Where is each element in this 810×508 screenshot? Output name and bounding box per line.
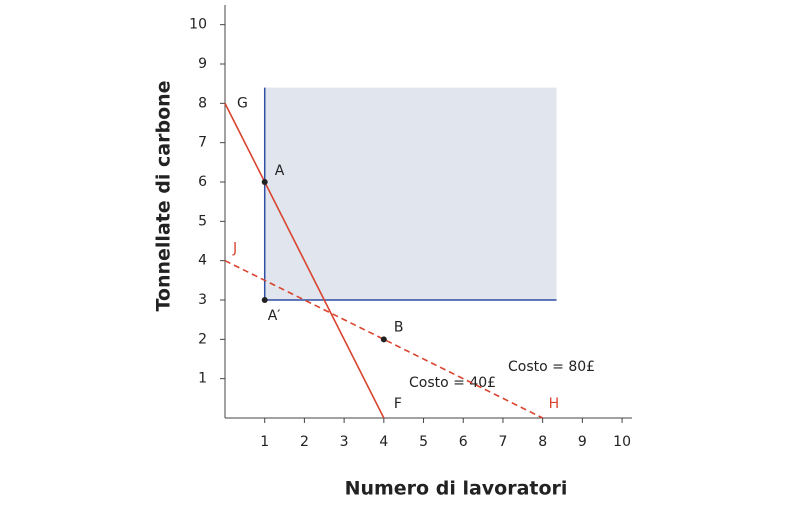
line-end-label: H [549,396,560,412]
y-tick-label: 5 [198,213,207,229]
x-axis-title: Numero di lavoratori [345,478,568,500]
y-tick-label: 4 [198,253,207,269]
y-tick-label: 7 [198,135,207,151]
y-tick-label: 1 [198,371,207,387]
point-label: B [394,319,404,335]
y-tick-label: 9 [198,56,207,72]
y-tick-label: 2 [198,331,207,347]
y-tick-label: 10 [189,17,207,33]
x-tick-label: 6 [459,434,468,450]
point [380,336,387,343]
point-label: A′ [268,308,281,324]
point [261,179,268,185]
cost-line [224,259,544,419]
y-tick-label: 3 [198,292,207,308]
x-tick-label: 8 [538,434,547,450]
y-tick-label: 6 [198,174,207,190]
feasible-region [264,87,557,300]
point [261,297,268,303]
y-tick-label: 8 [198,95,207,111]
x-tick-label: 9 [578,434,587,450]
y-axis-title: Tonnellate di carbone [153,80,175,311]
x-tick-label: 10 [613,434,631,450]
x-tick-label: 5 [419,434,428,450]
point-label: A [275,163,285,179]
line-label: Costo = 40£ [409,375,496,391]
cost-line [224,102,385,419]
x-tick-label: 1 [260,434,269,450]
line-end-label: F [394,396,402,412]
line-end-label: J [232,241,237,257]
x-tick-label: 4 [379,434,388,450]
x-tick-label: 3 [340,434,349,450]
x-tick-label: 2 [300,434,309,450]
x-tick-label: 7 [498,434,507,450]
line-label: Costo = 80£ [508,359,595,375]
line-end-label: G [237,95,248,111]
